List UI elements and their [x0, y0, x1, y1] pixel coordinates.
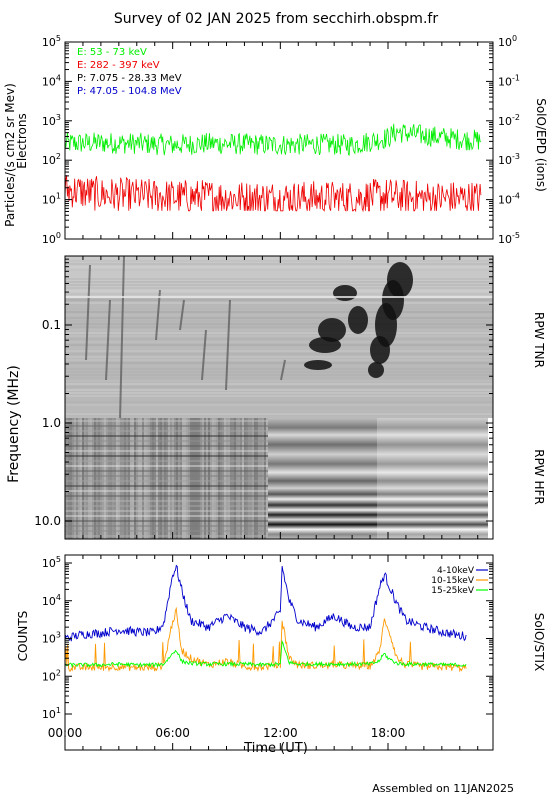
rpw-panel: 0.1 1.0 10.0 Frequency (MHz) RPW TNR RPW H… [6, 255, 546, 540]
hfr-gap [488, 418, 493, 539]
stix-tick-label: 104 [42, 593, 61, 608]
rpw-frame [64, 255, 494, 540]
footer-assembled: Assembled on 11JAN2025 [372, 782, 514, 795]
tnr-burst [85, 264, 91, 361]
epd-right-tick-label: 10-1 [498, 73, 520, 88]
stix-frame [64, 554, 494, 751]
rpw-tnr-label: RPW TNR [532, 312, 546, 368]
epd-plot-area [64, 123, 482, 213]
epd-series-e282 [64, 175, 482, 213]
tnr-burst [155, 289, 161, 341]
tnr-burst [201, 329, 207, 381]
epd-right-tick-label: 10-3 [498, 152, 520, 167]
tnr-burst [105, 299, 111, 381]
tnr-dark-burst [348, 306, 368, 334]
epd-left-tick-label: 104 [42, 73, 61, 88]
tnr-dark-burst [333, 285, 357, 301]
stix-plot-area [64, 564, 467, 673]
tnr-light-line [65, 296, 493, 298]
stix-tick-label: 103 [42, 631, 61, 646]
time-tick-label: 06:00 [155, 726, 190, 740]
time-axis: 00:00 06:00 12:00 18:00 [48, 42, 479, 750]
epd-legend: E: 53 - 73 keV E: 282 - 397 keV P: 7.075 -… [77, 47, 182, 97]
time-axis-label: Time (UT) [243, 741, 308, 756]
tnr-burst [179, 299, 185, 331]
epd-legend-entry: P: 7.075 - 28.33 MeV [77, 73, 182, 84]
epd-series-e53 [64, 123, 482, 156]
epd-right-tick-label: 10-4 [498, 192, 520, 207]
stix-left-axis: 105 104 103 102 101 [42, 555, 493, 721]
epd-legend-entry: P: 47.05 - 104.8 MeV [77, 86, 182, 97]
tnr-burst [280, 359, 286, 381]
stix-legend-label: 15-25keV [431, 586, 475, 596]
epd-left-tick-label: 102 [42, 152, 61, 167]
epd-frame [64, 41, 494, 240]
stix-tick-label: 105 [42, 555, 61, 570]
hfr-mid-block [268, 418, 377, 539]
hfr-right-block [377, 418, 493, 539]
stix-tick-label: 102 [42, 668, 61, 683]
epd-right-tick-label: 100 [498, 34, 517, 49]
epd-ylabel: Particles/(s cm2 sr Mev) [3, 83, 17, 227]
time-tick-label: 18:00 [371, 726, 406, 740]
epd-left-tick-label: 100 [42, 231, 61, 246]
epd-left-tick-label: 105 [42, 34, 61, 49]
epd-left-tick-label: 103 [42, 113, 61, 128]
rpw-tick-label: 0.1 [42, 318, 61, 332]
epd-left-axis: 105 104 103 102 101 100 [42, 34, 72, 246]
epd-legend-entry: E: 53 - 73 keV [77, 47, 147, 58]
stix-ylabel-right: SolO/STIX [532, 613, 546, 672]
stix-legend-label: 4-10keV [437, 566, 475, 576]
rpw-ylabel: Frequency (MHz) [6, 365, 22, 483]
epd-ylabel-electrons: Electrons [15, 113, 29, 168]
time-tick-label: 00:00 [48, 726, 83, 740]
epd-ylabel-right: SolO/EPD (ions) [534, 98, 548, 192]
rpw-tick-label: 10.0 [34, 514, 61, 528]
epd-left-tick-label: 101 [42, 192, 61, 207]
rpw-axis: 0.1 1.0 10.0 [34, 258, 493, 528]
figure-title: Survey of 02 JAN 2025 from secchirh.obsp… [114, 11, 438, 27]
tnr-burst [225, 299, 231, 391]
tnr-burst [119, 255, 125, 421]
tnr-dark-burst [370, 336, 390, 364]
tnr-dark-burst [368, 362, 384, 378]
tnr-dark-burst [318, 318, 346, 342]
stix-15-25kev [64, 639, 467, 669]
time-tick-label: 12:00 [263, 726, 298, 740]
rpw-spectrogram [64, 255, 493, 539]
tnr-dark-burst [309, 337, 341, 353]
epd-right-tick-label: 10-2 [498, 113, 520, 128]
tnr-dark-burst [375, 303, 397, 347]
stix-4-10kev [64, 564, 467, 642]
stix-legend-label: 10-15keV [431, 576, 475, 586]
epd-right-axis: 100 10-1 10-2 10-3 10-4 10-5 [486, 34, 520, 246]
epd-legend-entry: E: 282 - 397 keV [77, 60, 160, 71]
stix-tick-label: 101 [42, 706, 61, 721]
tnr-dark-burst [304, 360, 332, 370]
epd-right-tick-label: 10-5 [498, 231, 520, 246]
rpw-tick-label: 1.0 [42, 416, 61, 430]
stix-ylabel: COUNTS [16, 611, 30, 662]
rpw-hfr-label: RPW HFR [532, 449, 546, 505]
